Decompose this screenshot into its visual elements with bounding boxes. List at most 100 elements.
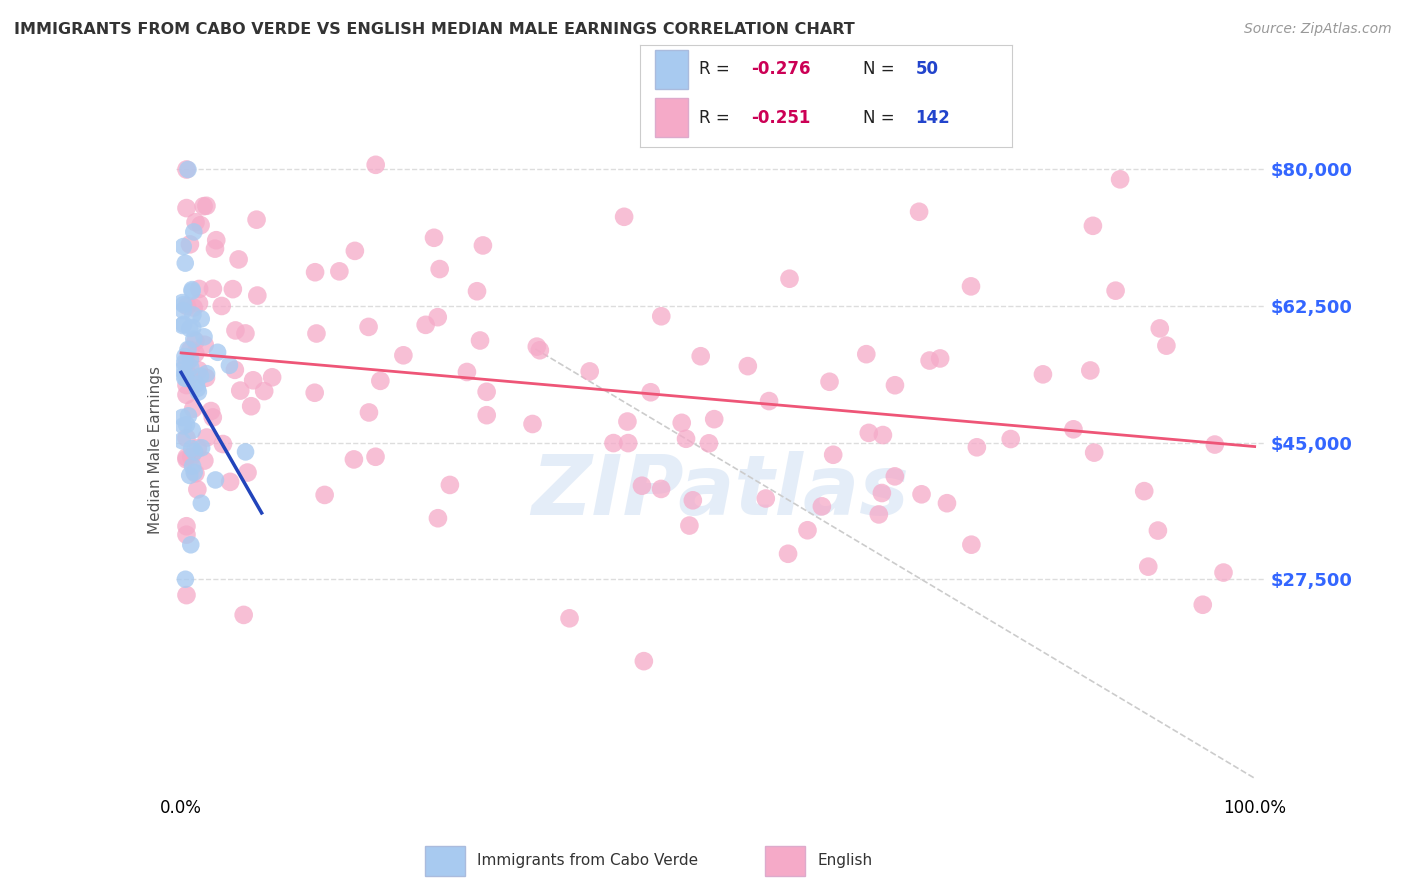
Text: N =: N = bbox=[863, 110, 900, 128]
Point bbox=[1081, 219, 1104, 233]
Point bbox=[173, 297, 195, 311]
Point bbox=[176, 299, 198, 313]
Point bbox=[758, 394, 780, 409]
Point bbox=[1083, 445, 1105, 459]
Point bbox=[1147, 524, 1170, 538]
Point bbox=[755, 491, 778, 506]
Point bbox=[1062, 422, 1084, 436]
Point bbox=[222, 282, 245, 296]
Point bbox=[1149, 321, 1171, 335]
Point bbox=[1191, 598, 1213, 612]
Point bbox=[929, 351, 952, 366]
Point bbox=[172, 410, 194, 425]
Point bbox=[468, 334, 491, 348]
Point bbox=[180, 360, 202, 375]
Point bbox=[183, 465, 205, 479]
Point bbox=[205, 233, 228, 247]
Point bbox=[180, 450, 202, 464]
Point bbox=[823, 448, 845, 462]
Point bbox=[176, 378, 198, 392]
Point bbox=[522, 417, 544, 431]
Point bbox=[737, 359, 759, 373]
Point bbox=[193, 453, 215, 467]
Point bbox=[966, 440, 988, 454]
Point bbox=[910, 487, 932, 501]
Point bbox=[304, 385, 326, 400]
Point bbox=[195, 199, 218, 213]
Point bbox=[426, 310, 449, 325]
Point bbox=[1109, 172, 1132, 186]
Point bbox=[204, 242, 226, 256]
Point bbox=[558, 611, 581, 625]
Point bbox=[172, 303, 194, 318]
Point bbox=[357, 405, 380, 419]
Point bbox=[439, 478, 461, 492]
Point bbox=[884, 378, 907, 392]
Point bbox=[415, 318, 437, 332]
Point bbox=[602, 436, 624, 450]
Text: Source: ZipAtlas.com: Source: ZipAtlas.com bbox=[1244, 22, 1392, 37]
Point bbox=[617, 436, 640, 450]
FancyBboxPatch shape bbox=[655, 98, 688, 137]
Point bbox=[186, 382, 208, 396]
Point bbox=[343, 244, 366, 258]
Point bbox=[697, 436, 720, 450]
Text: English: English bbox=[817, 854, 873, 868]
Point bbox=[1032, 368, 1054, 382]
Text: -0.251: -0.251 bbox=[751, 110, 811, 128]
Point bbox=[529, 343, 551, 358]
Point bbox=[253, 384, 276, 398]
Point bbox=[176, 417, 198, 432]
Point bbox=[392, 348, 415, 362]
Point bbox=[179, 352, 201, 367]
Point bbox=[190, 311, 212, 326]
Point bbox=[218, 359, 240, 373]
Point bbox=[172, 363, 194, 377]
Point bbox=[682, 493, 704, 508]
Point bbox=[183, 301, 205, 315]
Point bbox=[364, 158, 387, 172]
Point bbox=[304, 265, 326, 279]
Point bbox=[631, 479, 654, 493]
Point bbox=[176, 527, 198, 541]
Point bbox=[475, 384, 498, 399]
Point bbox=[475, 408, 498, 422]
Point bbox=[689, 349, 711, 363]
Point bbox=[176, 201, 198, 215]
Y-axis label: Median Male Earnings: Median Male Earnings bbox=[148, 367, 163, 534]
Text: ZIPatlas: ZIPatlas bbox=[531, 451, 910, 533]
Point bbox=[194, 371, 217, 385]
Point bbox=[204, 473, 226, 487]
Point bbox=[613, 210, 636, 224]
Text: -0.276: -0.276 bbox=[751, 61, 811, 78]
Text: R =: R = bbox=[699, 61, 735, 78]
Point bbox=[181, 283, 204, 297]
Point bbox=[1156, 338, 1178, 352]
Point bbox=[176, 388, 198, 402]
Point bbox=[818, 375, 841, 389]
Point bbox=[176, 431, 198, 445]
Point bbox=[174, 256, 197, 270]
Point bbox=[173, 318, 195, 332]
Point bbox=[465, 285, 488, 299]
Point bbox=[678, 518, 700, 533]
Point bbox=[184, 334, 207, 349]
Point bbox=[190, 441, 212, 455]
Point bbox=[184, 215, 207, 229]
Point bbox=[177, 162, 200, 177]
Point bbox=[471, 238, 494, 252]
Text: 142: 142 bbox=[915, 110, 950, 128]
Text: 50: 50 bbox=[915, 61, 938, 78]
Point bbox=[195, 367, 218, 381]
Point bbox=[370, 374, 392, 388]
Point bbox=[193, 330, 215, 344]
Point bbox=[224, 323, 246, 337]
Point bbox=[188, 296, 211, 310]
Point bbox=[181, 284, 204, 298]
Point bbox=[262, 370, 284, 384]
Text: IMMIGRANTS FROM CABO VERDE VS ENGLISH MEDIAN MALE EARNINGS CORRELATION CHART: IMMIGRANTS FROM CABO VERDE VS ENGLISH ME… bbox=[14, 22, 855, 37]
FancyBboxPatch shape bbox=[655, 50, 688, 88]
Point bbox=[1104, 284, 1126, 298]
Point bbox=[181, 320, 204, 334]
Point bbox=[180, 442, 202, 456]
